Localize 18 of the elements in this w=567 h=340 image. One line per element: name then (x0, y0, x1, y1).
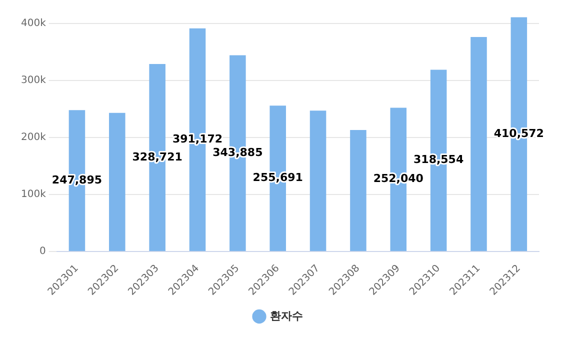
y-tick-label: 400k (20, 18, 46, 29)
y-tick-label: 100k (20, 189, 46, 200)
y-tick-label: 300k (20, 74, 46, 86)
bar (470, 36, 487, 252)
legend-label: 환자수 (270, 309, 303, 322)
data-label: 318,554 (414, 153, 464, 166)
bar (350, 130, 366, 252)
data-label: 391,172 (172, 132, 223, 146)
data-label: 410,572 (494, 126, 544, 140)
bar (310, 110, 326, 252)
data-label: 255,691 (252, 171, 303, 184)
data-label: 328,721 (132, 150, 182, 164)
y-tick-label: 200k (20, 132, 46, 143)
data-label: 343,885 (212, 146, 263, 160)
bar (109, 112, 126, 252)
y-tick-label: 0 (40, 246, 46, 258)
data-label: 252,040 (373, 172, 424, 186)
data-label: 247,895 (52, 173, 102, 186)
